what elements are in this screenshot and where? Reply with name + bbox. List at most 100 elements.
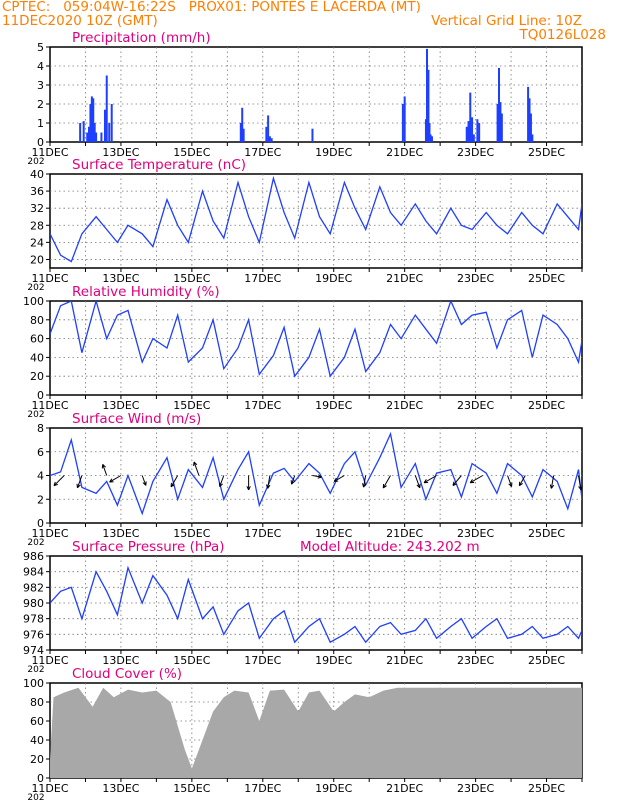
wind-arrow-head: [109, 478, 113, 483]
precip-bar: [82, 121, 85, 142]
wind-arrow: [267, 475, 271, 489]
cloud-xtick-label: 15DEC: [173, 782, 210, 795]
precip-bar: [469, 92, 472, 142]
wind-arrow-head: [193, 461, 198, 466]
wind-title: Surface Wind (m/s): [72, 411, 201, 427]
humidity-ytick-label: 80: [30, 314, 44, 327]
pressure-ytick-label: 980: [23, 597, 44, 610]
wind-arrow: [577, 475, 582, 490]
cloud-title: Cloud Cover (%): [72, 666, 182, 682]
precip-bar: [478, 123, 481, 142]
wind-arrow-head: [580, 485, 583, 490]
wind-arrow-head: [550, 484, 555, 489]
wind-ytick-label: 4: [37, 470, 44, 483]
wind-arrow-head: [382, 485, 387, 489]
humidity-ytick-label: 0: [37, 389, 44, 402]
pressure-ytick-label: 982: [23, 581, 44, 594]
humidity-ytick-label: 100: [23, 295, 44, 308]
wind-xtick-label: 19DEC: [315, 527, 352, 540]
wind-arrow-head: [333, 477, 337, 482]
precip-bar: [424, 119, 427, 142]
wind-arrow-head: [267, 484, 271, 489]
wind-arrow: [141, 475, 147, 486]
humidity-xtick-label: 21DEC: [386, 399, 423, 412]
temperature-ytick-label: 40: [30, 168, 44, 181]
precip-bar: [265, 126, 268, 142]
header-station: CPTEC: 059:04W-16:22S PROX01: PONTES E L…: [2, 0, 421, 15]
wind-arrow: [414, 475, 421, 488]
temperature-xtick-label: 23DEC: [457, 272, 494, 285]
precip-bar: [267, 115, 270, 142]
wind-xtick-label: 11DEC: [31, 527, 68, 540]
precip-bar: [92, 98, 95, 142]
wind-ytick-label: 2: [37, 493, 44, 506]
wind-arrow-head: [423, 479, 427, 483]
precip-xtick-label: 17DEC: [244, 146, 281, 159]
wind-arrow: [423, 475, 437, 484]
humidity-title: Relative Humidity (%): [72, 284, 220, 300]
precip-bar: [108, 123, 111, 142]
precip-xtick-label: 13DEC: [102, 146, 139, 159]
wind-ytick-label: 0: [37, 517, 44, 530]
precip-xtick-label: 19DEC: [315, 146, 352, 159]
precip-bar: [499, 102, 502, 142]
precip-bar: [472, 134, 475, 142]
humidity-xtick-label: 19DEC: [315, 399, 352, 412]
precip-bar: [476, 119, 479, 142]
header-run-time: 11DEC2020 10Z (GMT): [2, 13, 158, 29]
wind-arrow-head: [170, 484, 175, 488]
wind-arrow-head: [578, 486, 582, 490]
humidity-xtick-label: 13DEC: [102, 399, 139, 412]
cloud-xtick-label: 13DEC: [102, 782, 139, 795]
humidity-xtick-label: 23DEC: [457, 399, 494, 412]
cloud-year-label: 202: [27, 793, 44, 800]
precip-bar: [242, 128, 245, 142]
cloud-xtick-label: 21DEC: [386, 782, 423, 795]
precip-bar: [100, 132, 103, 142]
precip-bar: [429, 134, 432, 142]
precip-year-label: 202: [27, 157, 44, 167]
wind-arrow-head: [246, 486, 250, 491]
wind-year-label: 202: [27, 538, 44, 548]
wind-arrow-head: [291, 480, 295, 485]
precip-bar: [529, 113, 532, 142]
precip-ytick-label: 5: [37, 41, 44, 54]
wind-arrow-head: [363, 483, 367, 488]
pressure-ytick-label: 974: [23, 644, 44, 657]
humidity-line: [50, 301, 582, 378]
temperature-xtick-label: 17DEC: [244, 272, 281, 285]
temperature-xtick-label: 13DEC: [102, 272, 139, 285]
wind-arrow: [452, 475, 462, 486]
precip-bar: [498, 67, 501, 142]
wind-xtick-label: 23DEC: [457, 527, 494, 540]
wind-arrow-head: [219, 483, 223, 487]
humidity-xtick-label: 25DEC: [528, 399, 565, 412]
wind-arrow-head: [452, 481, 455, 486]
pressure-ytick-label: 978: [23, 613, 44, 626]
precip-bar: [426, 48, 429, 142]
precip-bar: [95, 132, 98, 142]
humidity-xtick-label: 15DEC: [173, 399, 210, 412]
wind-arrow-head: [248, 486, 251, 491]
cloud-ytick-label: 100: [23, 677, 44, 690]
pressure-xtick-label: 25DEC: [528, 654, 565, 667]
temperature-xtick-label: 11DEC: [31, 272, 68, 285]
pressure-ytick-label: 984: [23, 566, 44, 579]
pressure-xtick-label: 21DEC: [386, 654, 423, 667]
wind-arrow-head: [519, 483, 523, 487]
wind-line: [50, 431, 582, 516]
precip-bar: [241, 107, 244, 142]
precip-bar: [90, 96, 93, 142]
cloud-ytick-label: 0: [37, 772, 44, 785]
wind-arrow: [219, 475, 225, 487]
wind-arrow-head: [362, 483, 365, 488]
wind-arrow-head: [549, 484, 552, 489]
cloud-xtick-label: 23DEC: [457, 782, 494, 795]
wind-arrow: [109, 475, 122, 483]
precip-bar: [268, 136, 271, 142]
precip-bar: [467, 121, 470, 142]
cloud-area: [50, 687, 582, 778]
cloud-ytick-label: 20: [30, 753, 44, 766]
wind-arrow: [102, 464, 108, 476]
precip-ytick-label: 4: [37, 60, 44, 73]
